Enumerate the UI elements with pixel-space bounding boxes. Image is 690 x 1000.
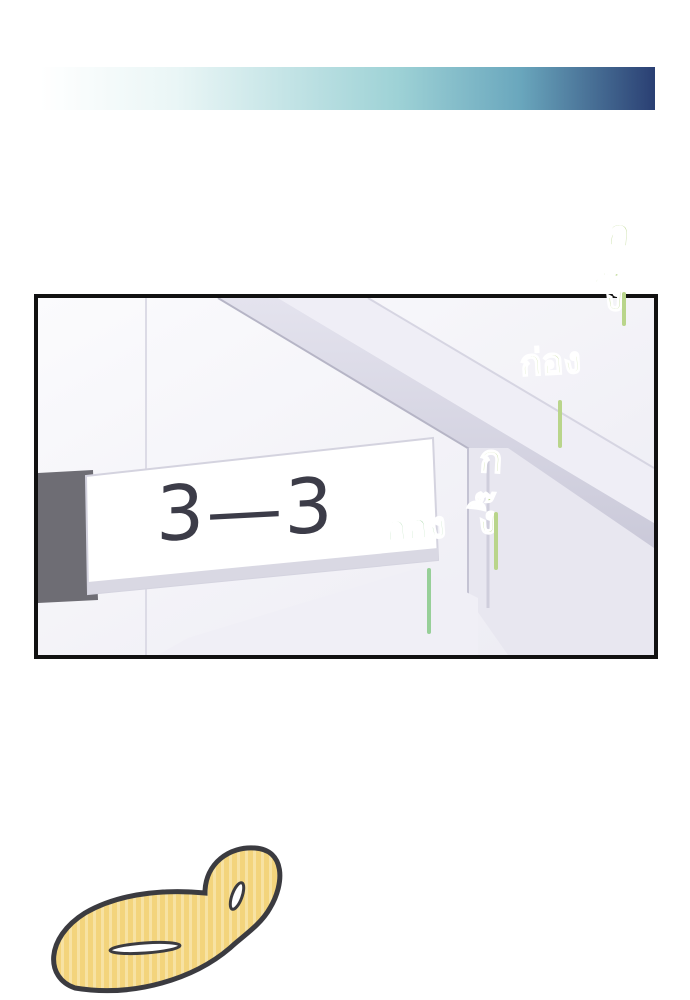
corridor-scene bbox=[38, 298, 654, 655]
speech-bubble-shape bbox=[51, 845, 283, 994]
sound-effect-tick bbox=[622, 292, 626, 326]
sound-effect-2: ก่อง bbox=[518, 340, 583, 386]
sound-effect-tick bbox=[558, 400, 562, 448]
sound-effect-tick bbox=[427, 568, 431, 634]
ceiling-light-strip bbox=[278, 298, 654, 523]
speech-bubble-highlight bbox=[108, 940, 182, 956]
sign-bracket bbox=[38, 470, 98, 603]
door-frame bbox=[468, 448, 654, 655]
comic-panel: 3—3 bbox=[34, 294, 658, 659]
sound-effect-4: ก่อง bbox=[383, 504, 448, 551]
room-sign-label: 3—3 bbox=[156, 460, 335, 559]
speech-bubble-highlight bbox=[228, 881, 246, 911]
sound-effect-1: กิ๊ง bbox=[588, 198, 644, 330]
sound-effect-tick bbox=[494, 512, 498, 570]
sound-effect-3: กิ๊ง bbox=[463, 426, 515, 552]
speech-bubble bbox=[51, 845, 283, 994]
sign-board-edge bbox=[88, 548, 438, 594]
header-gradient-bar bbox=[40, 67, 655, 110]
floor-shadow bbox=[158, 568, 478, 655]
beam-top-edge bbox=[367, 298, 654, 469]
